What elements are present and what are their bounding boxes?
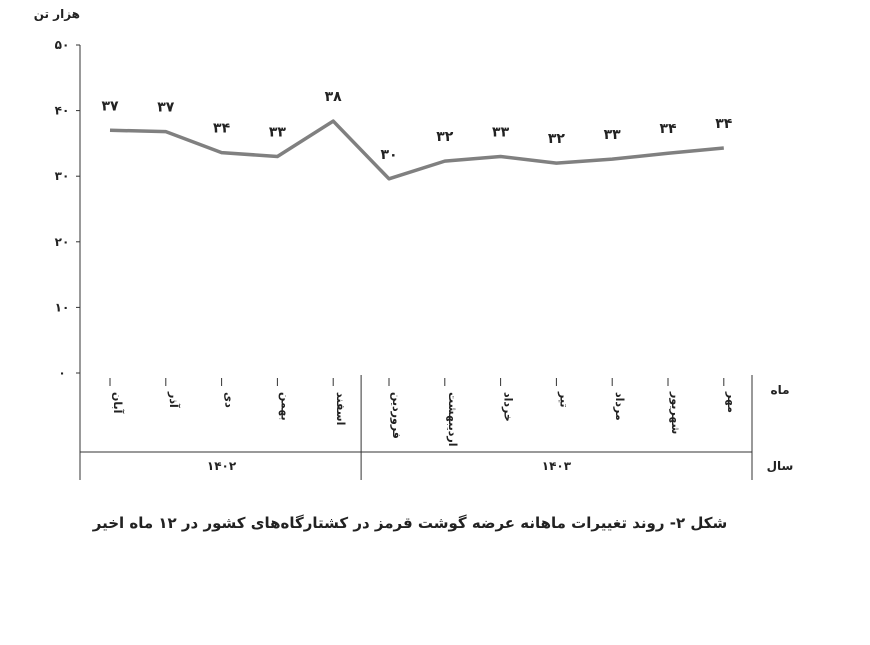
x-tick-label: آذر xyxy=(167,391,181,408)
data-label: ۳۴ xyxy=(715,116,733,132)
x-tick-label: دی xyxy=(223,392,236,408)
x-tick-label: فروردین xyxy=(390,392,403,439)
y-tick-label: ۰ xyxy=(58,366,65,380)
x-tick-label: مرداد xyxy=(613,392,626,421)
data-label: ۳۷ xyxy=(101,98,119,114)
x-tick-label: اردیبهشت xyxy=(446,392,459,446)
y-tick-label: ۴۰ xyxy=(55,104,70,118)
y-tick-label: ۵۰ xyxy=(55,38,70,52)
group-label: ۱۴۰۲ xyxy=(207,459,237,473)
data-label: ۳۲ xyxy=(548,131,566,147)
x-tick-label: خرداد xyxy=(502,392,515,422)
x-tick-label: شهریور xyxy=(669,391,682,434)
y-tick-label: ۱۰ xyxy=(55,300,70,314)
x-tick-label: آبان xyxy=(111,392,125,414)
data-label: ۳۸ xyxy=(325,89,343,105)
y-tick-label: ۲۰ xyxy=(55,235,70,249)
line xyxy=(109,119,724,181)
year-row-label: سال xyxy=(767,459,794,473)
data-label: ۳۷ xyxy=(157,100,175,116)
data-label: ۳۰ xyxy=(380,147,397,163)
data-label: ۳۲ xyxy=(436,129,454,145)
month-row-label: ماه xyxy=(770,383,789,397)
x-tick-label: بهمن xyxy=(278,392,291,421)
data-label: ۳۳ xyxy=(269,125,287,141)
group-label: ۱۴۰۳ xyxy=(542,459,572,473)
caption: شکل ۲- روند تغییرات ماهانه عرضه گوشت قرم… xyxy=(92,514,727,532)
data-label: ۳۳ xyxy=(604,127,622,143)
data-label: ۳۳ xyxy=(492,125,510,141)
x-tick-label: مهر xyxy=(725,391,738,413)
y-axis-label: هزار تن xyxy=(34,7,80,21)
x-tick-label: اسفند xyxy=(334,392,347,425)
data-label: ۳۴ xyxy=(213,121,231,137)
y-tick-label: ۳۰ xyxy=(55,169,70,183)
x-tick-label: تیر xyxy=(557,391,570,407)
data-label: ۳۴ xyxy=(659,121,677,137)
